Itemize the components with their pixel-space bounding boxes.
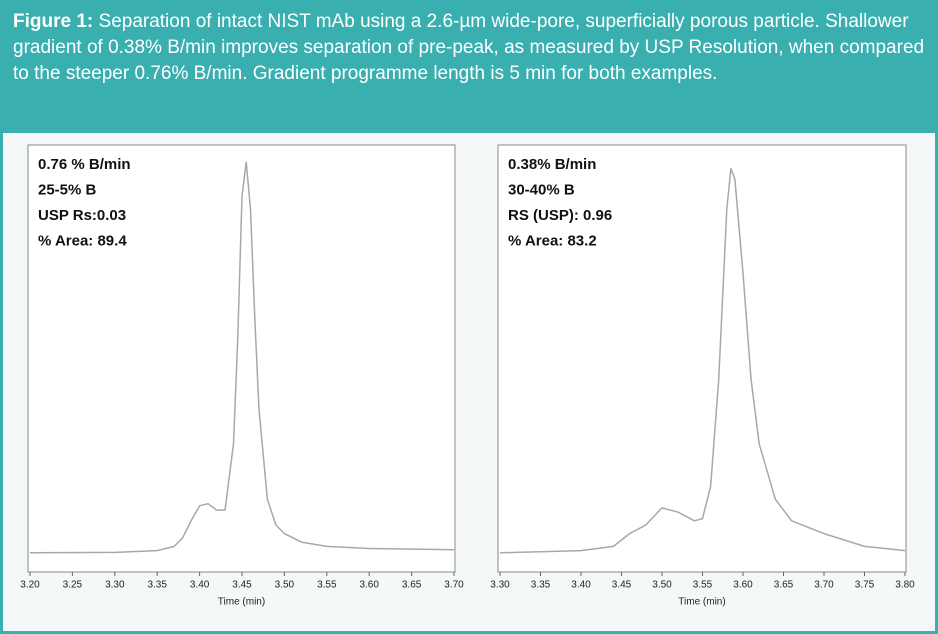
x-tick-label: 3.20 xyxy=(20,580,40,591)
x-tick-label: 3.35 xyxy=(147,580,167,591)
x-tick-label: 3.70 xyxy=(814,580,834,591)
annotation: 0.38% B/min xyxy=(508,156,596,173)
x-tick-label: 3.30 xyxy=(490,580,510,591)
annotation: % Area: 83.2 xyxy=(508,232,597,249)
charts: 3.20 3.25 3.30 3.35 3.40 3.45 3.50 3.55 3.60 3.65… xyxy=(20,144,915,608)
caption: Figure 1: Separation of intact NIST mAb … xyxy=(3,3,935,133)
x-tick-label: 3.40 xyxy=(571,580,591,591)
x-tick-label: 3.60 xyxy=(359,580,379,591)
x-tick-label: 3.50 xyxy=(275,580,295,591)
x-axis-label: Time (min) xyxy=(218,597,265,608)
x-tick-label: 3.30 xyxy=(105,580,125,591)
annotation: 25-5% B xyxy=(38,181,97,198)
x-tick-label: 3.65 xyxy=(402,580,422,591)
x-tick-label: 3.50 xyxy=(652,580,672,591)
annotation: % Area: 89.4 xyxy=(38,232,127,249)
annotation: 0.76 % B/min xyxy=(38,156,131,173)
x-tick-label: 3.35 xyxy=(531,580,551,591)
plot-area xyxy=(497,144,907,573)
x-tick-label: 3.25 xyxy=(63,580,83,591)
chromatogram-line xyxy=(29,161,455,554)
x-tick-label: 3.40 xyxy=(190,580,210,591)
x-tick-label: 3.45 xyxy=(232,580,252,591)
annotation: USP Rs:0.03 xyxy=(38,207,126,224)
x-tick-label: 3.55 xyxy=(693,580,713,591)
x-tick-label: 3.60 xyxy=(733,580,753,591)
x-tick-label: 3.70 xyxy=(444,580,464,591)
annotation: 30-40% B xyxy=(508,181,575,198)
x-tick-label: 3.45 xyxy=(612,580,632,591)
chromatogram-line xyxy=(499,167,906,554)
x-tick-label: 3.55 xyxy=(317,580,337,591)
x-tick-label: 3.75 xyxy=(855,580,875,591)
x-tick-label: 3.80 xyxy=(895,580,915,591)
caption-text: Separation of intact NIST mAb using a 2.… xyxy=(13,11,925,84)
x-axis-label: Time (min) xyxy=(678,597,725,608)
annotation: RS (USP): 0.96 xyxy=(508,207,612,224)
x-tick-label: 3.65 xyxy=(774,580,794,591)
caption-label: Figure 1: xyxy=(13,11,94,32)
